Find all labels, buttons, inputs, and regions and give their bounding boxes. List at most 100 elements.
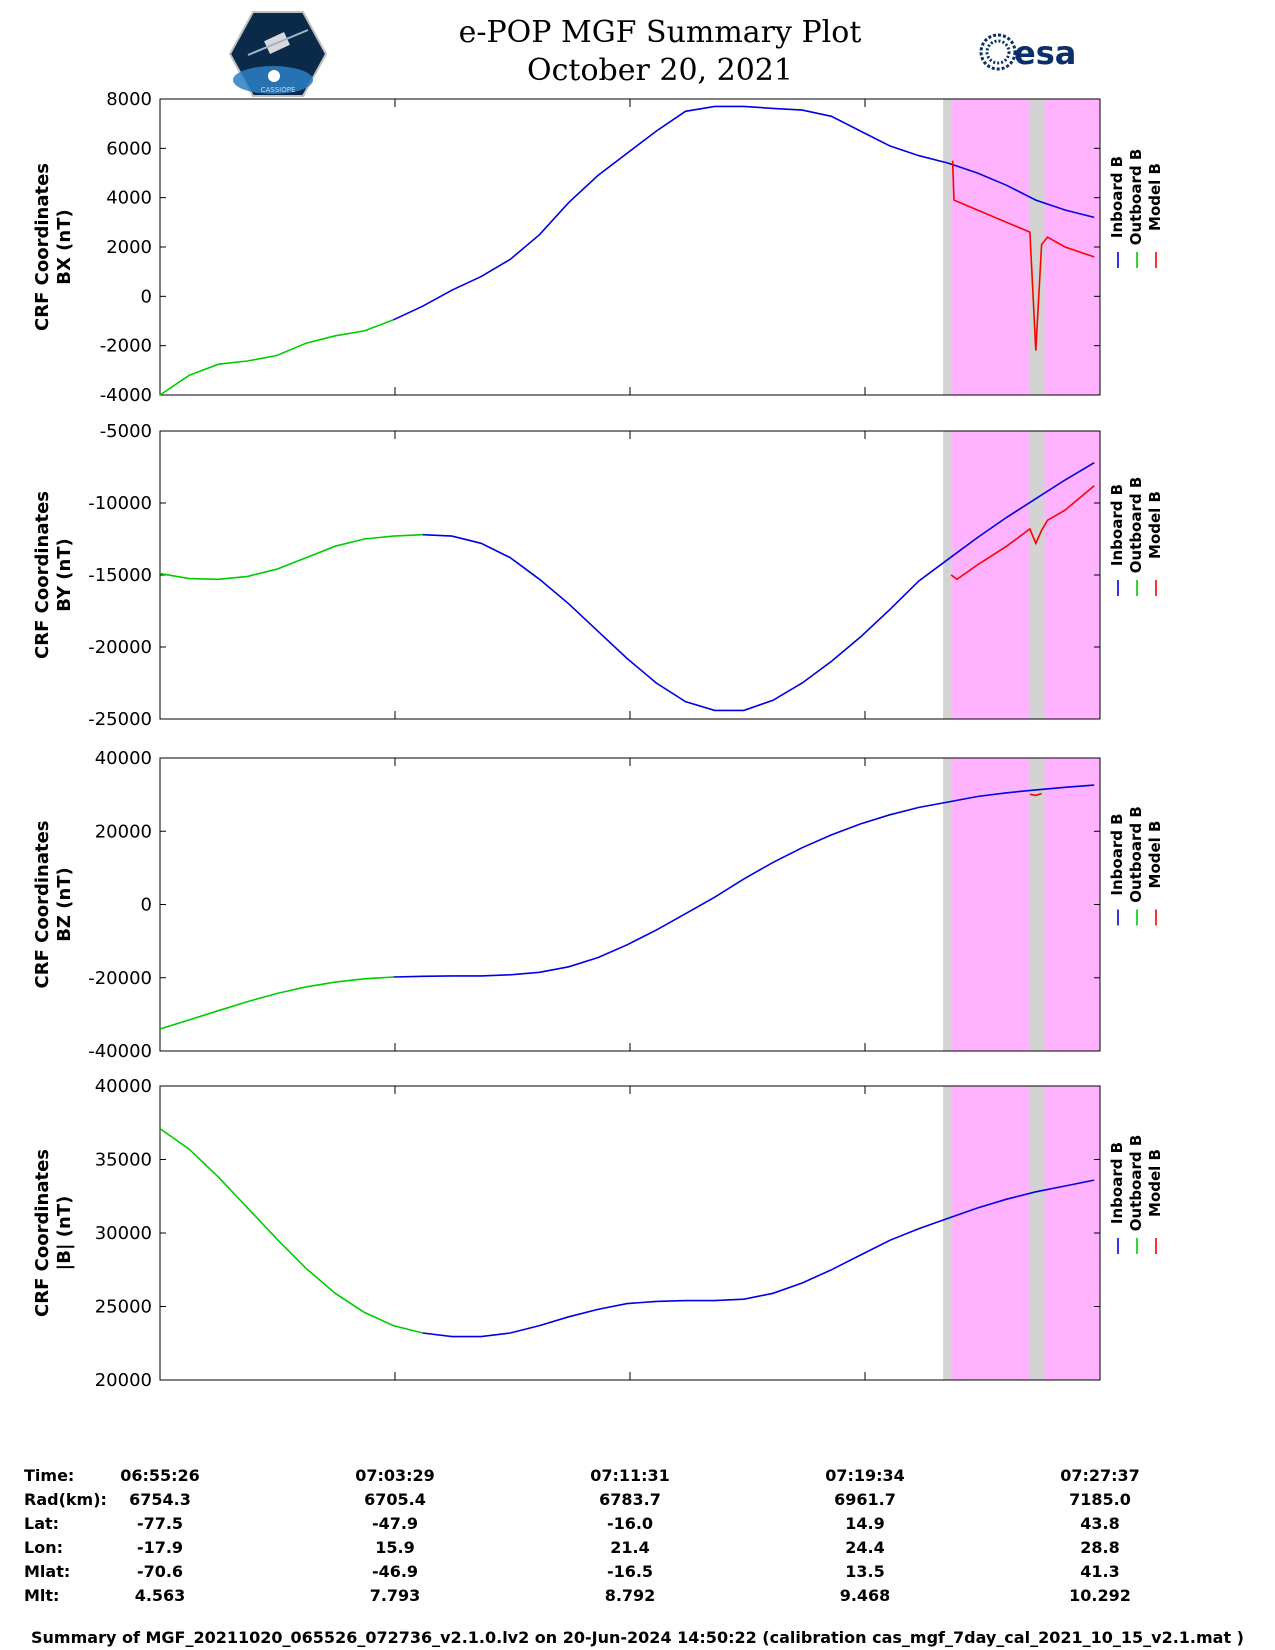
series-outboard-b	[159, 1127, 423, 1334]
esa-logo-text: esa	[1014, 34, 1076, 72]
ephemeris-value: 14.9	[845, 1514, 885, 1533]
ephemeris-value: 6961.7	[834, 1490, 896, 1509]
legend-label: Outboard B	[1127, 477, 1145, 574]
y-axis-label: CRF Coordinates|B| (nT)	[32, 1149, 75, 1317]
y-axis-label-line2: BZ (nT)	[54, 867, 75, 942]
y-axis-label-line1: CRF Coordinates	[32, 163, 53, 331]
gray-band	[1029, 1086, 1045, 1380]
ephemeris-value: -77.5	[136, 1514, 184, 1533]
y-tick-label: -25000	[88, 709, 152, 730]
ephemeris-value: -16.5	[606, 1562, 654, 1581]
y-tick-label: -2000	[100, 336, 152, 357]
ephemeris-table: Time: 06:55:26 07:03:29 07:11:31 07:19:34 07:…	[0, 1466, 1275, 1616]
series-inboard-b	[422, 462, 1095, 712]
ephemeris-row: Mlt: 4.563 7.793 8.792 9.468 10.292	[0, 1586, 1275, 1611]
ephemeris-value: 9.468	[839, 1586, 891, 1605]
y-tick-label: 35000	[95, 1150, 152, 1171]
legend-label: Model B	[1146, 1149, 1164, 1217]
ephemeris-label: Mlat:	[24, 1562, 71, 1581]
y-axis-label-line2: BY (nT)	[54, 538, 75, 612]
shaded-region	[951, 758, 1100, 1051]
y-axis-label-line1: CRF Coordinates	[32, 821, 53, 989]
shade-edge-band	[943, 99, 952, 395]
cassiope-logo: CASSIOPE	[228, 11, 328, 97]
legend-label: Inboard B	[1108, 484, 1126, 566]
legend-label: Inboard B	[1108, 1142, 1126, 1224]
y-tick-label: 0	[141, 895, 152, 916]
ephemeris-row: Lon: -17.9 15.9 21.4 24.4 28.8	[0, 1538, 1275, 1563]
page-title: e-POP MGF Summary Plot October 20, 2021	[380, 14, 940, 90]
y-tick-label: -20000	[88, 637, 152, 658]
panel-3: -40000 -20000 0 20000 40000 CRF CoordinatesBZ…	[32, 748, 1164, 1062]
legend-label: Model B	[1146, 821, 1164, 889]
ephemeris-value: 15.9	[375, 1538, 415, 1557]
ephemeris-value: 06:55:26	[120, 1466, 200, 1485]
ephemeris-row: Time: 06:55:26 07:03:29 07:11:31 07:19:34 07:…	[0, 1466, 1275, 1491]
ephemeris-value: 6705.4	[364, 1490, 426, 1509]
y-axis-label-line1: CRF Coordinates	[32, 1149, 53, 1317]
series-inboard-b	[393, 784, 1095, 978]
ephemeris-value: 8.792	[604, 1586, 656, 1605]
y-tick-label: 2000	[106, 237, 152, 258]
y-axis-label: CRF CoordinatesBY (nT)	[32, 491, 75, 659]
series-outboard-b	[159, 976, 394, 1030]
shade-edge-band	[943, 1086, 952, 1380]
ephemeris-value: 07:19:34	[825, 1466, 905, 1485]
legend-label: Inboard B	[1108, 156, 1126, 238]
ephemeris-value: 7185.0	[1069, 1490, 1131, 1509]
ephemeris-label: Rad(km):	[24, 1490, 107, 1509]
ephemeris-value: 07:03:29	[355, 1466, 435, 1485]
y-tick-label: -40000	[88, 1041, 152, 1062]
gray-band	[1029, 758, 1045, 1051]
ephemeris-value: 6783.7	[599, 1490, 661, 1509]
y-tick-label: 8000	[106, 89, 152, 110]
series-model-b	[1029, 792, 1042, 797]
y-tick-label: 6000	[106, 138, 152, 159]
legend-label: Model B	[1146, 491, 1164, 559]
shaded-region	[951, 431, 1100, 719]
footer-caption: Summary of MGF_20211020_065526_072736_v2…	[31, 1628, 1244, 1647]
ephemeris-value: 6754.3	[129, 1490, 191, 1509]
y-tick-label: -5000	[100, 421, 152, 442]
ephemeris-value: -46.9	[371, 1562, 419, 1581]
y-tick-label: 40000	[95, 1076, 152, 1097]
ephemeris-value: -47.9	[371, 1514, 419, 1533]
ephemeris-value: 07:11:31	[590, 1466, 670, 1485]
legend-label: Outboard B	[1127, 149, 1145, 246]
shaded-region	[951, 99, 1100, 395]
cassiope-logo-text: CASSIOPE	[261, 86, 296, 94]
esa-logo: esa	[979, 33, 1076, 72]
panel-4: 20000 25000 30000 35000 40000 CRF Coordinates…	[32, 1076, 1164, 1391]
ephemeris-row: Rad(km): 6754.3 6705.4 6783.7 6961.7 7185.0	[0, 1490, 1275, 1515]
y-tick-label: -10000	[88, 493, 152, 514]
legend-label: Model B	[1146, 163, 1164, 231]
y-tick-label: -20000	[88, 968, 152, 989]
ephemeris-value: 21.4	[610, 1538, 650, 1557]
ephemeris-value: 24.4	[845, 1538, 885, 1557]
title-line-2: October 20, 2021	[527, 53, 793, 88]
ephemeris-value: 4.563	[134, 1586, 186, 1605]
y-tick-label: -15000	[88, 565, 152, 586]
y-axis-label-line1: CRF Coordinates	[32, 491, 53, 659]
ephemeris-value: 10.292	[1069, 1586, 1131, 1605]
ephemeris-value: -17.9	[136, 1538, 184, 1557]
ephemeris-value: 07:27:37	[1060, 1466, 1140, 1485]
shade-edge-band	[943, 758, 952, 1051]
legend-label: Outboard B	[1127, 1135, 1145, 1232]
ephemeris-value: 13.5	[845, 1562, 885, 1581]
panel-1: -4000 -2000 0 2000 4000 6000 8000 CRF Coordinat…	[32, 89, 1164, 406]
y-tick-label: 20000	[95, 1370, 152, 1391]
series-inboard-b	[422, 1179, 1095, 1338]
series-model-b	[951, 160, 1095, 351]
panel-2: -25000 -20000 -15000 -10000 -5000 CRF Coordin…	[32, 421, 1164, 730]
gray-band	[1029, 431, 1045, 719]
ephemeris-value: 7.793	[369, 1586, 421, 1605]
ephemeris-label: Mlt:	[24, 1586, 60, 1605]
ephemeris-label: Lon:	[24, 1538, 63, 1557]
y-tick-label: 25000	[95, 1297, 152, 1318]
ephemeris-row: Mlat: -70.6 -46.9 -16.5 13.5 41.3	[0, 1562, 1275, 1587]
y-axis-label-line2: |B| (nT)	[54, 1196, 75, 1271]
ephemeris-label: Time:	[24, 1466, 75, 1485]
gray-band	[1029, 99, 1045, 395]
